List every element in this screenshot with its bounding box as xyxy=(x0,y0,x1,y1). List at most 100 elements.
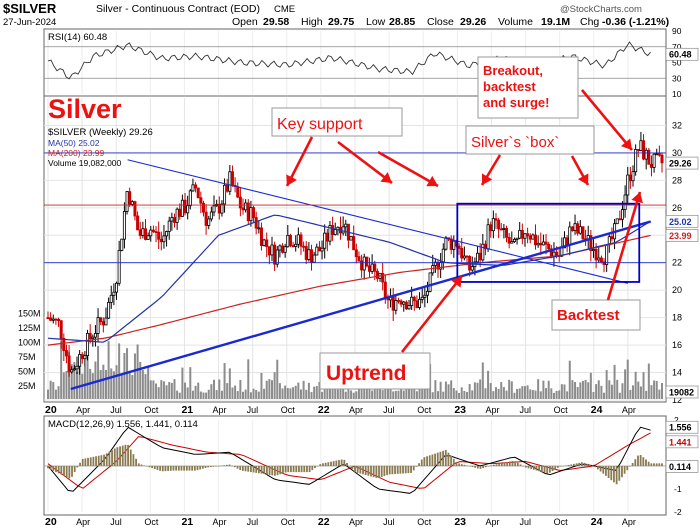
price-xtick-label: Apr xyxy=(622,405,636,415)
macd-histogram-bar xyxy=(556,466,559,468)
volume-bar xyxy=(639,386,642,399)
macd-histogram-bar xyxy=(554,466,557,470)
volume-bar xyxy=(242,391,245,399)
arrow-key-support-2-head xyxy=(380,172,392,183)
volume-bar xyxy=(439,381,442,399)
candle-body xyxy=(460,247,464,259)
macd-histogram-bar xyxy=(420,459,423,466)
macd-histogram-bar xyxy=(191,466,194,471)
candle-body xyxy=(494,218,498,221)
candle-body xyxy=(307,249,311,260)
candle-body xyxy=(367,265,371,272)
volume-bar xyxy=(131,374,134,399)
watermark: @StockCharts.com xyxy=(560,4,642,15)
candle-body xyxy=(220,203,224,214)
macd-histogram-bar xyxy=(327,462,330,466)
candle-body xyxy=(180,199,184,217)
volume-bar xyxy=(405,384,408,399)
volume-bar xyxy=(173,379,176,399)
volume-bar xyxy=(418,381,421,399)
volume-bar xyxy=(368,382,371,399)
annotation-key-support: Key support xyxy=(271,107,403,137)
macd-histogram-bar xyxy=(645,459,647,466)
candle-body xyxy=(146,235,150,240)
macd-histogram-bar xyxy=(76,466,79,468)
macd-histogram-bar xyxy=(298,466,300,473)
candle-body xyxy=(507,236,511,244)
volume-bar xyxy=(442,391,445,399)
volume-bar xyxy=(289,388,292,399)
candle-body xyxy=(157,231,161,240)
candle-body xyxy=(328,225,332,242)
candle-body xyxy=(96,317,100,334)
candle-body xyxy=(512,239,516,243)
macd-histogram-bar xyxy=(599,466,602,472)
candle-body xyxy=(207,218,211,226)
ma50-value-tag-box xyxy=(665,214,699,228)
volume-bar xyxy=(352,392,355,399)
candle-body xyxy=(291,245,295,247)
candle-body xyxy=(172,217,176,223)
volume-bar xyxy=(537,379,540,399)
volume-bar xyxy=(83,365,86,399)
macd-histogram-bar xyxy=(412,466,415,471)
macd-histogram-bar xyxy=(367,466,370,476)
candle-body xyxy=(191,184,195,192)
candle-body xyxy=(212,205,216,213)
price-xtick-label: Apr xyxy=(485,405,499,415)
volume-bar xyxy=(608,380,611,399)
macd-histogram-bar xyxy=(631,462,634,466)
macd-histogram-bar xyxy=(348,466,351,467)
macd-histogram-bar xyxy=(538,466,541,472)
volume-bar xyxy=(632,385,635,399)
volume-bar xyxy=(65,371,68,399)
macd-histogram-bar xyxy=(418,463,420,466)
macd-histogram-bar xyxy=(362,466,364,475)
macd-histogram-bar xyxy=(471,466,474,468)
price-ytick-label: 26 xyxy=(672,203,682,213)
macd-histogram-bar xyxy=(276,466,279,476)
price-ytick-label: 14 xyxy=(672,368,682,378)
candle-body xyxy=(444,237,448,250)
volume-bar xyxy=(284,385,287,399)
volume-bar xyxy=(508,379,511,399)
candle-body xyxy=(639,140,643,151)
candle-body xyxy=(57,318,61,322)
macd-histogram-bar xyxy=(442,450,444,466)
legend-ma200: MA(200) 23.99 xyxy=(48,148,104,158)
volume-bar xyxy=(555,390,558,399)
candle-body xyxy=(75,365,79,370)
macd-histogram-bar xyxy=(223,465,226,466)
volume-bar xyxy=(534,390,537,399)
volume-tick-label: 100M xyxy=(18,338,41,348)
candle-body xyxy=(407,305,411,310)
volume-bar xyxy=(62,372,65,399)
macd-histogram-bar xyxy=(621,466,623,478)
open-value: 29.58 xyxy=(263,16,289,28)
volume-bar xyxy=(592,391,595,399)
volume-bar xyxy=(373,388,376,399)
macd-histogram-bar xyxy=(639,454,642,466)
candle-body xyxy=(518,229,522,239)
macd-xtick-label: Apr xyxy=(349,517,363,527)
volume-bar xyxy=(452,388,455,399)
macd-histogram-bar xyxy=(586,463,589,466)
macd-histogram-bar xyxy=(241,466,244,471)
chart-marks xyxy=(47,202,663,485)
macd-histogram-bar xyxy=(172,466,175,471)
volume-bar xyxy=(455,390,458,399)
candle-body xyxy=(578,226,582,234)
candle-body xyxy=(199,197,203,204)
price-ytick-label: 18 xyxy=(672,313,682,323)
high-value: 29.75 xyxy=(328,16,354,28)
macd-histogram-bar xyxy=(68,466,71,479)
volume-bar xyxy=(595,384,598,399)
candle-body xyxy=(352,236,356,251)
macd-histogram-bar xyxy=(247,466,250,472)
volume-bar xyxy=(550,388,553,399)
candle-body xyxy=(107,301,111,319)
volume-bar xyxy=(450,380,453,399)
candle-body xyxy=(91,336,95,339)
macd-histogram-bar xyxy=(428,455,431,466)
volume-bar xyxy=(394,390,397,399)
